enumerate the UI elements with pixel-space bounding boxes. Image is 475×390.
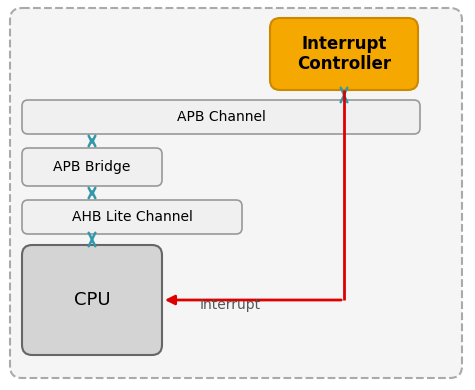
Text: APB Bridge: APB Bridge (53, 160, 131, 174)
Text: CPU: CPU (74, 291, 110, 309)
FancyBboxPatch shape (22, 245, 162, 355)
FancyBboxPatch shape (22, 148, 162, 186)
Text: AHB Lite Channel: AHB Lite Channel (72, 210, 192, 224)
FancyBboxPatch shape (22, 100, 420, 134)
FancyBboxPatch shape (22, 200, 242, 234)
Text: Interrupt
Controller: Interrupt Controller (297, 35, 391, 73)
FancyBboxPatch shape (10, 8, 462, 378)
Text: Interrupt: Interrupt (200, 298, 261, 312)
FancyBboxPatch shape (270, 18, 418, 90)
Text: APB Channel: APB Channel (177, 110, 266, 124)
